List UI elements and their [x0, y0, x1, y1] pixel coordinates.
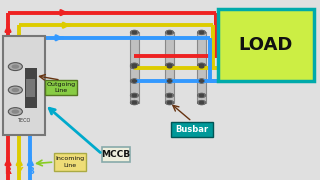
Bar: [218, 9, 314, 81]
Circle shape: [165, 100, 174, 105]
Circle shape: [165, 64, 174, 69]
Circle shape: [165, 93, 174, 98]
Circle shape: [130, 64, 139, 69]
Circle shape: [165, 63, 174, 68]
Circle shape: [197, 93, 206, 98]
Bar: [165, 32, 174, 103]
Circle shape: [167, 31, 172, 34]
Circle shape: [199, 64, 204, 67]
Circle shape: [8, 86, 22, 94]
Bar: [45, 80, 77, 95]
Text: Incoming
Line: Incoming Line: [56, 156, 85, 168]
Bar: [25, 68, 37, 108]
Circle shape: [167, 80, 172, 82]
Circle shape: [199, 80, 204, 82]
Circle shape: [132, 101, 137, 104]
Circle shape: [197, 30, 206, 35]
Circle shape: [199, 31, 204, 34]
Circle shape: [167, 101, 172, 104]
Circle shape: [165, 79, 174, 83]
Text: B: B: [27, 167, 34, 176]
Circle shape: [197, 64, 206, 69]
Circle shape: [132, 31, 137, 34]
Bar: [130, 32, 139, 103]
Circle shape: [167, 94, 172, 97]
Bar: [54, 153, 86, 171]
Circle shape: [132, 80, 137, 82]
Text: LOAD: LOAD: [238, 36, 293, 54]
Circle shape: [8, 63, 22, 71]
Text: Y: Y: [16, 167, 22, 176]
Circle shape: [167, 64, 172, 67]
Circle shape: [130, 63, 139, 68]
Circle shape: [12, 109, 19, 114]
Circle shape: [132, 65, 137, 68]
Bar: [102, 147, 130, 162]
Bar: [197, 32, 206, 103]
Circle shape: [199, 94, 204, 97]
Circle shape: [130, 79, 139, 83]
Text: R: R: [4, 167, 12, 176]
Text: Outgoing
Line: Outgoing Line: [46, 82, 76, 93]
Circle shape: [8, 108, 22, 116]
Circle shape: [130, 30, 139, 35]
Circle shape: [12, 88, 19, 92]
Circle shape: [199, 65, 204, 68]
Text: TECO: TECO: [17, 118, 31, 123]
Circle shape: [12, 64, 19, 69]
Circle shape: [165, 30, 174, 35]
Circle shape: [167, 65, 172, 68]
Text: MCCB: MCCB: [101, 150, 131, 159]
Circle shape: [197, 63, 206, 68]
Circle shape: [199, 101, 204, 104]
Circle shape: [132, 94, 137, 97]
Circle shape: [130, 93, 139, 98]
Bar: [171, 122, 213, 137]
Bar: [26, 79, 35, 97]
Text: Busbar: Busbar: [175, 125, 209, 134]
Circle shape: [130, 100, 139, 105]
Circle shape: [132, 64, 137, 67]
Circle shape: [197, 100, 206, 105]
Bar: [3, 36, 45, 135]
Circle shape: [197, 79, 206, 83]
